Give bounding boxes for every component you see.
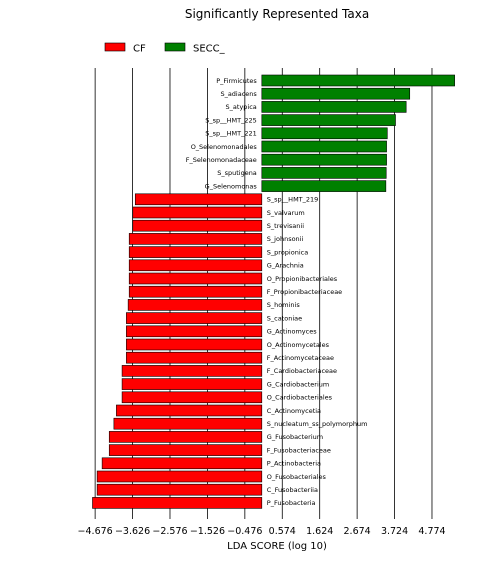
bar [96, 483, 263, 496]
bar [132, 219, 263, 232]
x-tick-label: −0.476 [227, 526, 262, 537]
x-tick-label: −3.626 [115, 526, 150, 537]
x-tick-label: −2.576 [152, 526, 187, 537]
bar-label: G_Fusobacterium [267, 433, 323, 441]
x-axis-title: LDA SCORE (log 10) [227, 541, 327, 552]
bar [121, 378, 263, 390]
bar [128, 285, 263, 298]
bar [261, 180, 387, 192]
legend-label: SECC_ [193, 44, 226, 55]
bar [261, 140, 387, 153]
bar-label: S_hominis [267, 301, 301, 309]
bar [113, 417, 263, 430]
bar [128, 246, 263, 258]
bar [126, 338, 263, 351]
bar-label: O_Actinomycetales [267, 341, 330, 349]
x-tick-label: 2.674 [344, 526, 371, 537]
bar-label: S_nucleatum_ss_polymorphum [267, 420, 368, 428]
x-tick-label: 4.774 [418, 526, 445, 537]
chart-title: Significantly Represented Taxa [185, 7, 369, 21]
bar [96, 470, 263, 483]
bar-label: P_Fusobacteria [267, 499, 316, 507]
bar [261, 127, 388, 140]
bar-label: F_Cardiobacteriaceae [267, 367, 337, 375]
x-tick-label: −1.526 [190, 526, 225, 537]
bar [92, 497, 263, 509]
bar-label: S_sp__HMT_219 [267, 196, 319, 204]
bars [92, 74, 455, 509]
bar-label: S_catoniae [267, 314, 302, 322]
bar-labels: P_Firmicutes S_adiacens S_atypica S_sp__HMT… [186, 77, 368, 507]
bar [261, 114, 396, 126]
bar [128, 272, 263, 285]
bar [128, 233, 263, 245]
x-tick-label: 0.574 [269, 526, 296, 537]
bar-label: F_Fusobacteriaceae [267, 446, 331, 454]
bar [127, 299, 263, 311]
bar [126, 312, 263, 324]
legend-label: CF [133, 44, 146, 55]
bar [261, 153, 387, 166]
bar-label: S_propionica [267, 248, 308, 256]
bar [132, 206, 263, 219]
bar-label: S_johnsonii [267, 235, 304, 243]
bar [134, 193, 263, 206]
bar-label: F_Selenomonadaceae [186, 156, 257, 164]
bar [108, 431, 263, 443]
bar-label: C_Fusobacteriia [267, 486, 318, 494]
legend-swatch [104, 42, 126, 52]
bar [108, 444, 263, 456]
bar-label: S_sputigena [217, 169, 257, 177]
bar-label: O_Cardiobacteriales [267, 394, 333, 402]
legend-swatch [164, 42, 186, 52]
bar-label: F_Actinomycetaceae [267, 354, 334, 362]
bar-label: F_Propionibacteriaceae [267, 288, 342, 296]
bar-label: S_trevisanii [267, 222, 304, 230]
bar-label: G_Cardiobacterium [267, 380, 329, 388]
bar-label: S_atypica [226, 103, 257, 111]
bar-label: G_Actinomyces [267, 328, 317, 336]
bar-label: O_Fusobacteriales [267, 473, 327, 481]
bar [261, 101, 407, 113]
x-axis: −4.676 −3.626 −2.576 −1.526 −0.476 0.574 1.624… [78, 515, 446, 537]
bar [116, 404, 263, 417]
bar-label: C_Actinomycetia [267, 407, 321, 415]
bar [101, 457, 263, 470]
bar [261, 74, 455, 87]
bar-label: G_Arachnia [267, 262, 304, 270]
legend: CF SECC_ [104, 42, 226, 55]
bar [261, 167, 387, 179]
x-tick-label: −4.676 [78, 526, 113, 537]
x-tick-label: 3.724 [381, 526, 408, 537]
bar-label: O_Selenomonadales [191, 143, 258, 151]
bar [121, 391, 263, 404]
bar [121, 365, 263, 377]
bar [126, 325, 263, 338]
bar [261, 87, 411, 100]
x-tick-label: 1.624 [306, 526, 333, 537]
bar-label: P_Actinobacteria [267, 460, 321, 468]
bar [126, 351, 263, 364]
bar-label: S_valvarum [267, 209, 305, 217]
bar [128, 259, 263, 272]
bar-label: O_Propionibacteriales [267, 275, 338, 283]
bar-label: S_sp__HMT_225 [205, 116, 257, 124]
bar-label: S_sp__HMT_221 [205, 130, 257, 138]
bar-label: S_adiacens [220, 90, 257, 98]
bar-label: G_Selenomonas [205, 182, 258, 190]
bar-label: P_Firmicutes [216, 77, 257, 85]
